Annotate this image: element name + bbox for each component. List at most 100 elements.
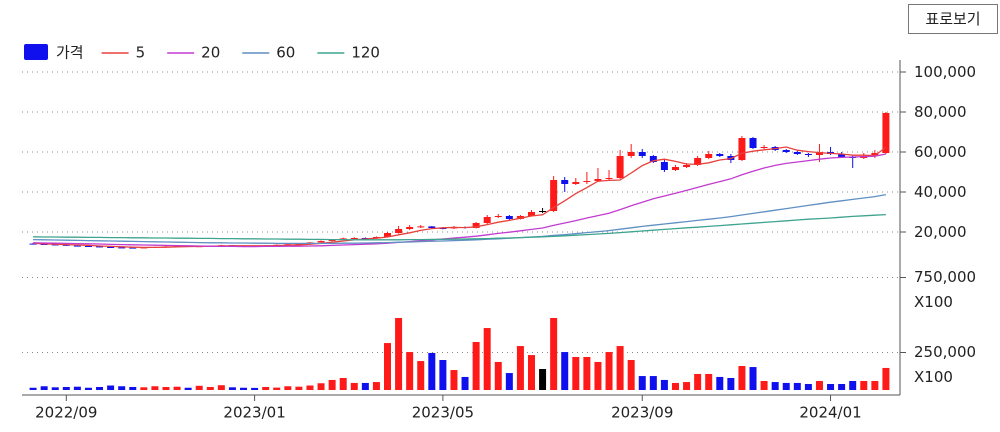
volume-bar bbox=[594, 361, 602, 390]
candle-body bbox=[483, 217, 491, 223]
candle-body bbox=[73, 245, 81, 247]
candle-body bbox=[406, 227, 414, 229]
volume-bar bbox=[173, 386, 181, 390]
volume-bar bbox=[295, 386, 303, 390]
volume-bar bbox=[815, 381, 823, 390]
volume-bar bbox=[29, 387, 37, 390]
volume-bar bbox=[428, 352, 436, 390]
candle-body bbox=[118, 247, 126, 249]
legend-label: 120 bbox=[351, 44, 380, 62]
candle-body bbox=[605, 178, 613, 179]
candle-body bbox=[804, 154, 812, 155]
candle-body bbox=[738, 138, 746, 160]
volume-bar bbox=[827, 384, 835, 390]
volume-bar bbox=[738, 366, 746, 390]
legend-label: 60 bbox=[276, 44, 295, 62]
volume-bar bbox=[406, 352, 414, 390]
volume-bar bbox=[73, 386, 81, 390]
volume-tick-label: 250,000 X100 bbox=[914, 343, 977, 386]
volume-bar bbox=[417, 361, 425, 390]
candle-body bbox=[660, 162, 668, 170]
candle-body bbox=[882, 113, 890, 153]
candle-body bbox=[649, 156, 657, 162]
volume-bar bbox=[849, 381, 857, 390]
volume-bar bbox=[350, 382, 358, 390]
volume-tick-label: 750,000 X100 bbox=[914, 268, 977, 311]
candle-body bbox=[317, 241, 325, 243]
volume-bar bbox=[539, 369, 547, 390]
candle-body bbox=[472, 223, 480, 228]
volume-bar bbox=[671, 382, 679, 390]
volume-bar bbox=[96, 387, 104, 390]
volume-bar bbox=[727, 378, 735, 390]
volume-bar bbox=[505, 373, 513, 390]
candle-body bbox=[395, 229, 403, 233]
volume-bar bbox=[683, 382, 691, 390]
legend-label: 가격 bbox=[56, 44, 84, 62]
volume-bar bbox=[483, 328, 491, 390]
candle-body bbox=[539, 211, 547, 212]
y-tick-label: 100,000 bbox=[914, 62, 977, 81]
volume-bar bbox=[649, 376, 657, 390]
volume-bar bbox=[273, 387, 281, 390]
table-view-button[interactable]: 표로보기 bbox=[908, 4, 998, 34]
volume-bar bbox=[217, 385, 225, 390]
volume-bar bbox=[638, 376, 646, 390]
volume-bar bbox=[516, 346, 524, 390]
volume-bar bbox=[306, 385, 314, 390]
candle-body bbox=[129, 247, 137, 249]
volume-bar bbox=[151, 386, 159, 390]
volume-bar bbox=[384, 343, 392, 390]
volume-bar bbox=[660, 379, 668, 390]
moving-average-line bbox=[33, 153, 887, 248]
volume-bar bbox=[716, 376, 724, 390]
volume-bar bbox=[228, 387, 236, 390]
x-tick-label: 2023/09 bbox=[611, 404, 673, 422]
volume-bar bbox=[793, 382, 801, 390]
moving-average-line bbox=[33, 213, 886, 241]
volume-bar bbox=[882, 367, 890, 390]
volume-bar bbox=[251, 387, 259, 390]
volume-bar bbox=[616, 346, 624, 390]
candle-body bbox=[782, 150, 790, 152]
volume-bar bbox=[749, 367, 757, 390]
candle-body bbox=[350, 238, 358, 239]
x-tick-label: 2024/01 bbox=[799, 404, 861, 422]
volume-bar bbox=[118, 386, 126, 390]
volume-bar bbox=[206, 387, 214, 390]
volume-bar bbox=[51, 387, 59, 390]
candle-body bbox=[328, 239, 336, 241]
candle-body bbox=[793, 152, 801, 154]
candle-body bbox=[96, 246, 104, 248]
volume-bar bbox=[284, 386, 292, 390]
candle-body bbox=[550, 180, 558, 211]
x-tick-label: 2023/01 bbox=[223, 404, 285, 422]
candle-body bbox=[749, 138, 757, 148]
volume-bar bbox=[361, 382, 369, 390]
volume-bar bbox=[561, 352, 569, 390]
volume-bar bbox=[771, 382, 779, 390]
volume-bar bbox=[62, 387, 70, 390]
candle-body bbox=[583, 181, 591, 182]
volume-bar bbox=[627, 360, 635, 390]
volume-bar bbox=[317, 383, 325, 390]
volume-bar bbox=[472, 342, 480, 390]
volume-bar bbox=[372, 382, 380, 390]
y-tick-label: 40,000 bbox=[914, 182, 967, 201]
candle-body bbox=[616, 156, 624, 178]
volume-bar bbox=[262, 387, 270, 390]
candle-body bbox=[428, 226, 436, 228]
candle-body bbox=[40, 244, 48, 245]
volume-bar bbox=[140, 387, 148, 390]
candle-body bbox=[627, 152, 635, 156]
candle-body bbox=[494, 216, 502, 217]
candle-body bbox=[638, 152, 646, 156]
volume-bar bbox=[240, 387, 248, 390]
candle-body bbox=[384, 233, 392, 237]
candle-body bbox=[594, 179, 602, 181]
candle-body bbox=[439, 228, 447, 229]
volume-bar bbox=[129, 387, 137, 390]
volume-bar bbox=[439, 360, 447, 390]
candle-body bbox=[51, 244, 59, 246]
